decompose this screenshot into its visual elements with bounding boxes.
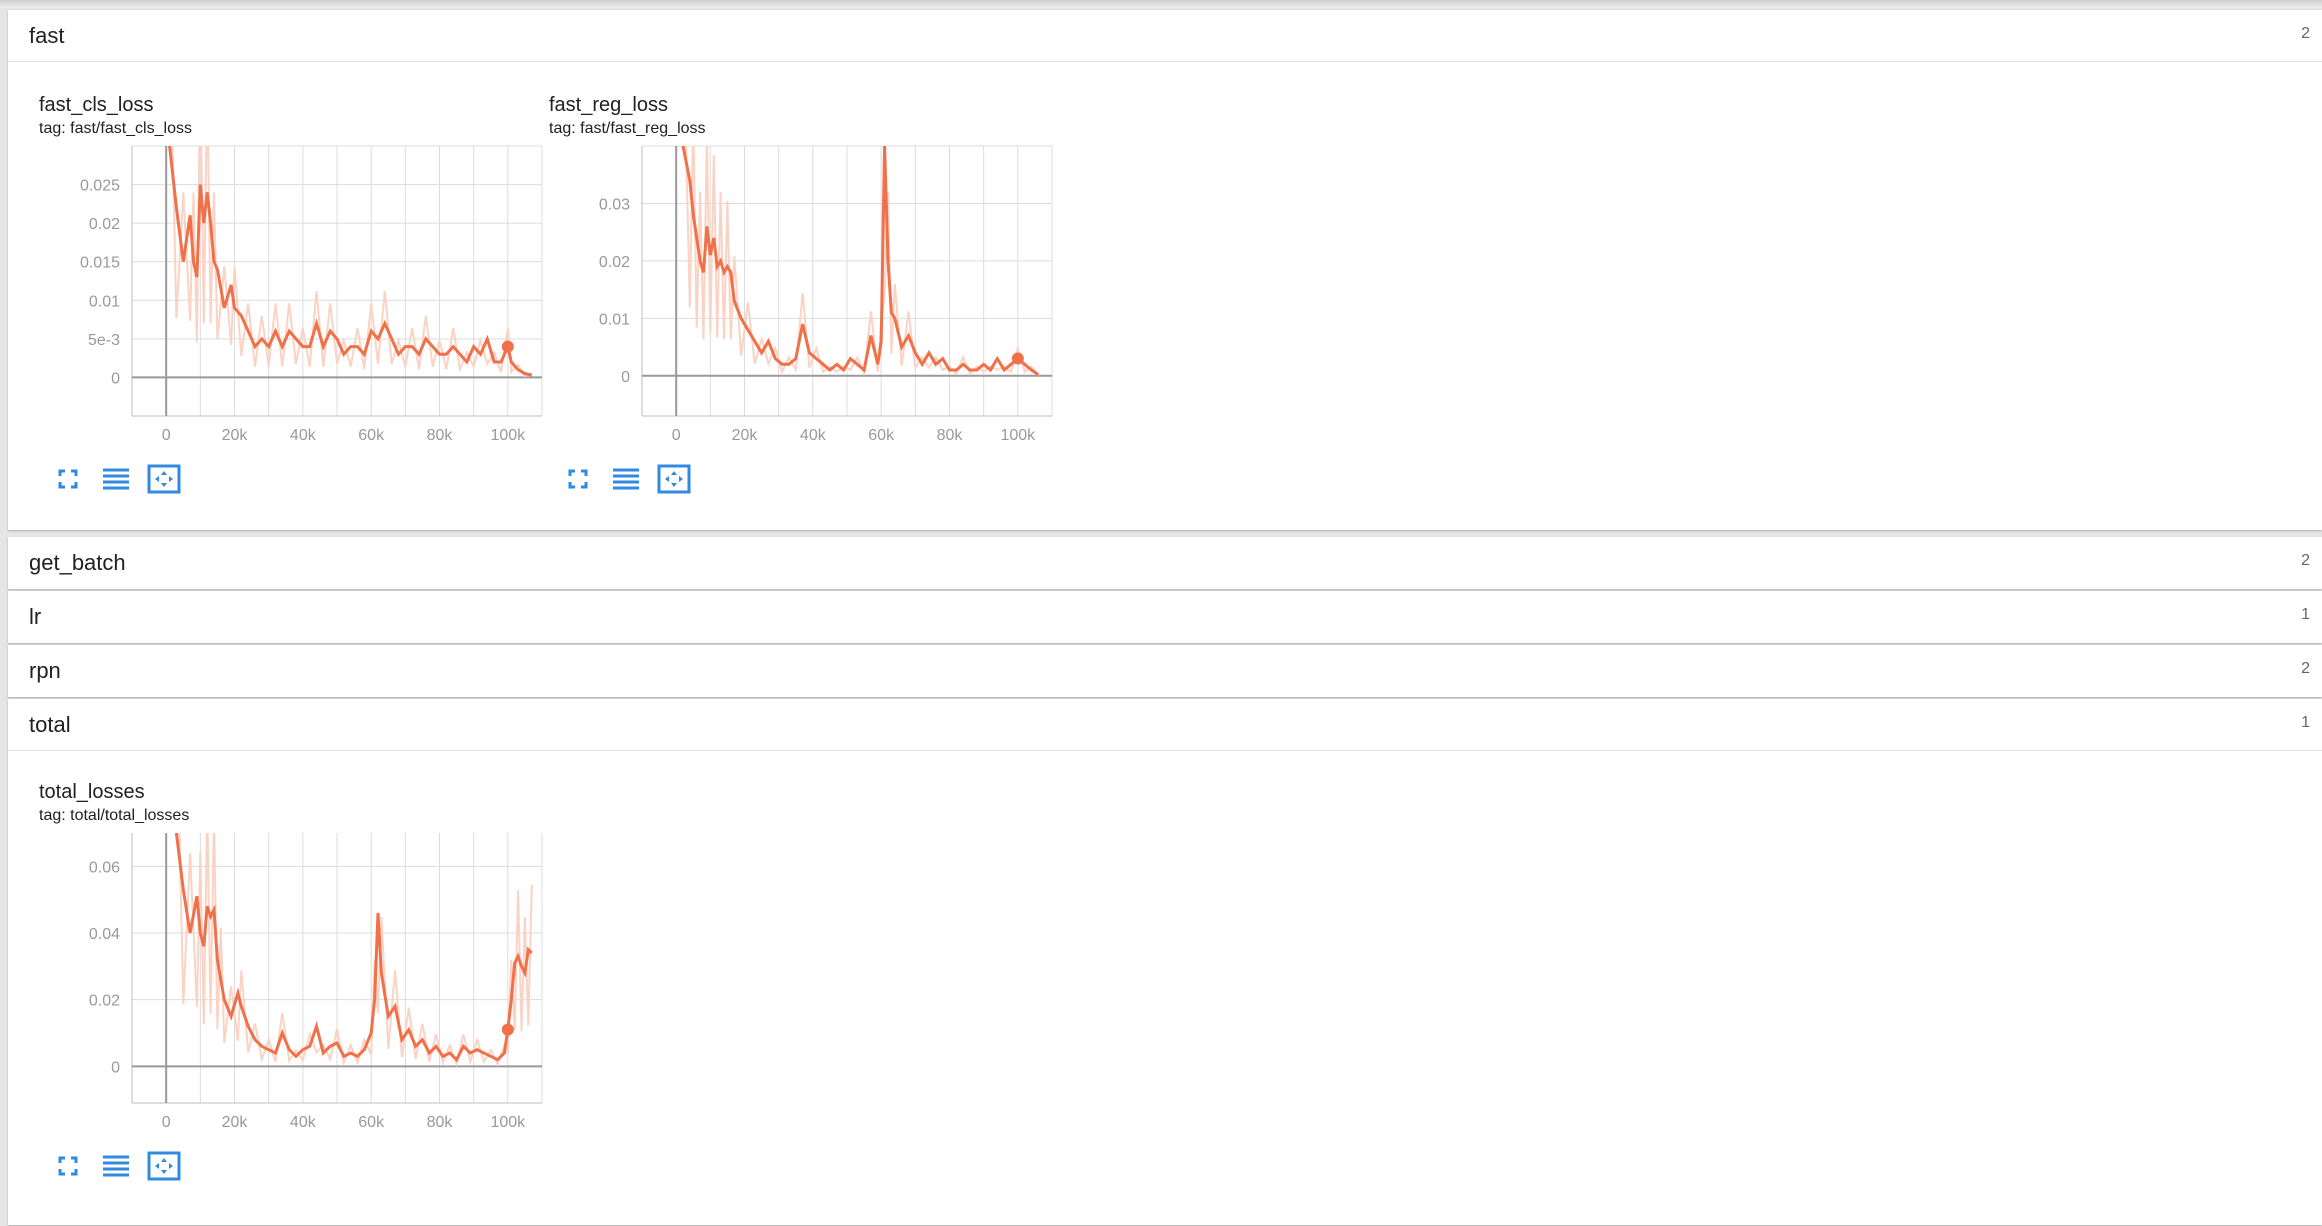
y-tick-label: 0.01 bbox=[89, 293, 120, 310]
group-header-fast[interactable]: fast 2 bbox=[8, 10, 2322, 62]
group-title: get_batch bbox=[29, 550, 126, 575]
series-marker bbox=[501, 1023, 514, 1036]
x-tick-label: 60k bbox=[868, 427, 895, 444]
chart-card-fast-cls-loss: fast_cls_loss tag: fast/fast_cls_loss 0 5… bbox=[39, 94, 543, 514]
group-get-batch: get_batch 2 bbox=[8, 537, 2322, 589]
series-line bbox=[681, 146, 1040, 376]
list-icon[interactable] bbox=[99, 464, 133, 494]
group-rpn: rpn 2 bbox=[8, 645, 2322, 697]
y-tick-label: 0 bbox=[621, 369, 630, 386]
series-raw-line bbox=[178, 833, 533, 1068]
group-title: rpn bbox=[29, 658, 61, 683]
fit-domain-icon[interactable] bbox=[147, 1151, 181, 1181]
chart-grid bbox=[131, 145, 543, 417]
y-tick-label: 0.04 bbox=[89, 926, 120, 943]
group-header-rpn[interactable]: rpn 2 bbox=[8, 645, 2322, 697]
y-tick-label: 0.02 bbox=[599, 254, 630, 271]
x-tick-label: 0 bbox=[672, 427, 681, 444]
group-count: 2 bbox=[2301, 552, 2310, 569]
x-tick-label: 40k bbox=[290, 1114, 317, 1131]
x-tick-label: 20k bbox=[222, 427, 249, 444]
chart-title: fast_reg_loss bbox=[549, 94, 668, 116]
chart-plot-fast-cls-loss[interactable]: 0 5e-3 0.01 0.015 0.02 0.025 0 20k 40k 60k 80k 100k bbox=[39, 142, 549, 452]
series-marker bbox=[1011, 352, 1024, 365]
group-fast: fast 2 fast_cls_loss tag: fast/fast_cls_… bbox=[8, 10, 2322, 530]
y-tick-label: 0.03 bbox=[599, 196, 630, 213]
y-tick-label: 0.015 bbox=[80, 255, 120, 272]
chart-tag: tag: total/total_losses bbox=[39, 807, 190, 824]
x-tick-label: 0 bbox=[162, 1114, 171, 1131]
fit-domain-icon[interactable] bbox=[147, 464, 181, 494]
fullscreen-icon[interactable] bbox=[51, 464, 85, 494]
chart-title: total_losses bbox=[39, 781, 145, 803]
fullscreen-icon[interactable] bbox=[51, 1151, 85, 1181]
y-tick-label: 0 bbox=[111, 370, 120, 387]
x-tick-label: 100k bbox=[1000, 427, 1036, 444]
y-tick-label: 0.06 bbox=[89, 859, 120, 876]
chart-grid bbox=[131, 833, 543, 1104]
series-raw-line bbox=[685, 146, 1040, 377]
x-tick-label: 40k bbox=[800, 427, 827, 444]
chart-title: fast_cls_loss bbox=[39, 94, 154, 116]
list-icon[interactable] bbox=[99, 1151, 133, 1181]
y-tick-label: 0.02 bbox=[89, 216, 120, 233]
x-tick-label: 60k bbox=[358, 1114, 385, 1131]
group-header-get-batch[interactable]: get_batch 2 bbox=[8, 537, 2322, 589]
top-bar bbox=[0, 0, 2322, 8]
y-tick-label: 0.01 bbox=[599, 311, 630, 328]
chart-tag: tag: fast/fast_reg_loss bbox=[549, 120, 706, 137]
y-tick-label: 0 bbox=[111, 1059, 120, 1076]
chart-tag: tag: fast/fast_cls_loss bbox=[39, 120, 192, 137]
fit-domain-icon[interactable] bbox=[657, 464, 691, 494]
y-tick-label: 0.025 bbox=[80, 178, 120, 195]
group-count: 2 bbox=[2301, 660, 2310, 677]
series-line bbox=[168, 146, 533, 377]
group-count: 1 bbox=[2301, 714, 2310, 731]
group-title: fast bbox=[29, 23, 65, 48]
x-tick-label: 20k bbox=[222, 1114, 249, 1131]
group-header-total[interactable]: total 1 bbox=[8, 699, 2322, 751]
x-tick-label: 80k bbox=[937, 427, 964, 444]
series-line bbox=[174, 833, 533, 1063]
x-tick-label: 40k bbox=[290, 427, 317, 444]
y-tick-label: 5e-3 bbox=[88, 332, 120, 349]
chart-card-total-losses: total_losses tag: total/total_losses 0 0.… bbox=[39, 781, 543, 1201]
x-tick-label: 20k bbox=[732, 427, 759, 444]
x-tick-label: 100k bbox=[490, 427, 526, 444]
chart-plot-fast-reg-loss[interactable]: 0 0.01 0.02 0.03 0 20k 40k 60k 80k 100k bbox=[549, 142, 1059, 452]
fullscreen-icon[interactable] bbox=[561, 464, 595, 494]
x-tick-label: 80k bbox=[427, 1114, 454, 1131]
group-count: 1 bbox=[2301, 606, 2310, 623]
chart-card-fast-reg-loss: fast_reg_loss tag: fast/fast_reg_loss 0 0… bbox=[549, 94, 1053, 514]
chart-plot-total-losses[interactable]: 0 0.02 0.04 0.06 0 20k 40k 60k 80k 100k bbox=[39, 829, 549, 1139]
x-tick-label: 80k bbox=[427, 427, 454, 444]
x-tick-label: 100k bbox=[490, 1114, 526, 1131]
list-icon[interactable] bbox=[609, 464, 643, 494]
group-count: 2 bbox=[2301, 25, 2310, 42]
group-total: total 1 total_losses tag: total/total_lo… bbox=[8, 699, 2322, 1225]
group-title: total bbox=[29, 712, 71, 737]
group-lr: lr 1 bbox=[8, 591, 2322, 643]
x-tick-label: 0 bbox=[162, 427, 171, 444]
x-tick-label: 60k bbox=[358, 427, 385, 444]
series-raw-line bbox=[171, 146, 533, 378]
series-marker bbox=[501, 340, 514, 353]
y-tick-label: 0.02 bbox=[89, 993, 120, 1010]
group-title: lr bbox=[29, 604, 42, 629]
group-header-lr[interactable]: lr 1 bbox=[8, 591, 2322, 643]
